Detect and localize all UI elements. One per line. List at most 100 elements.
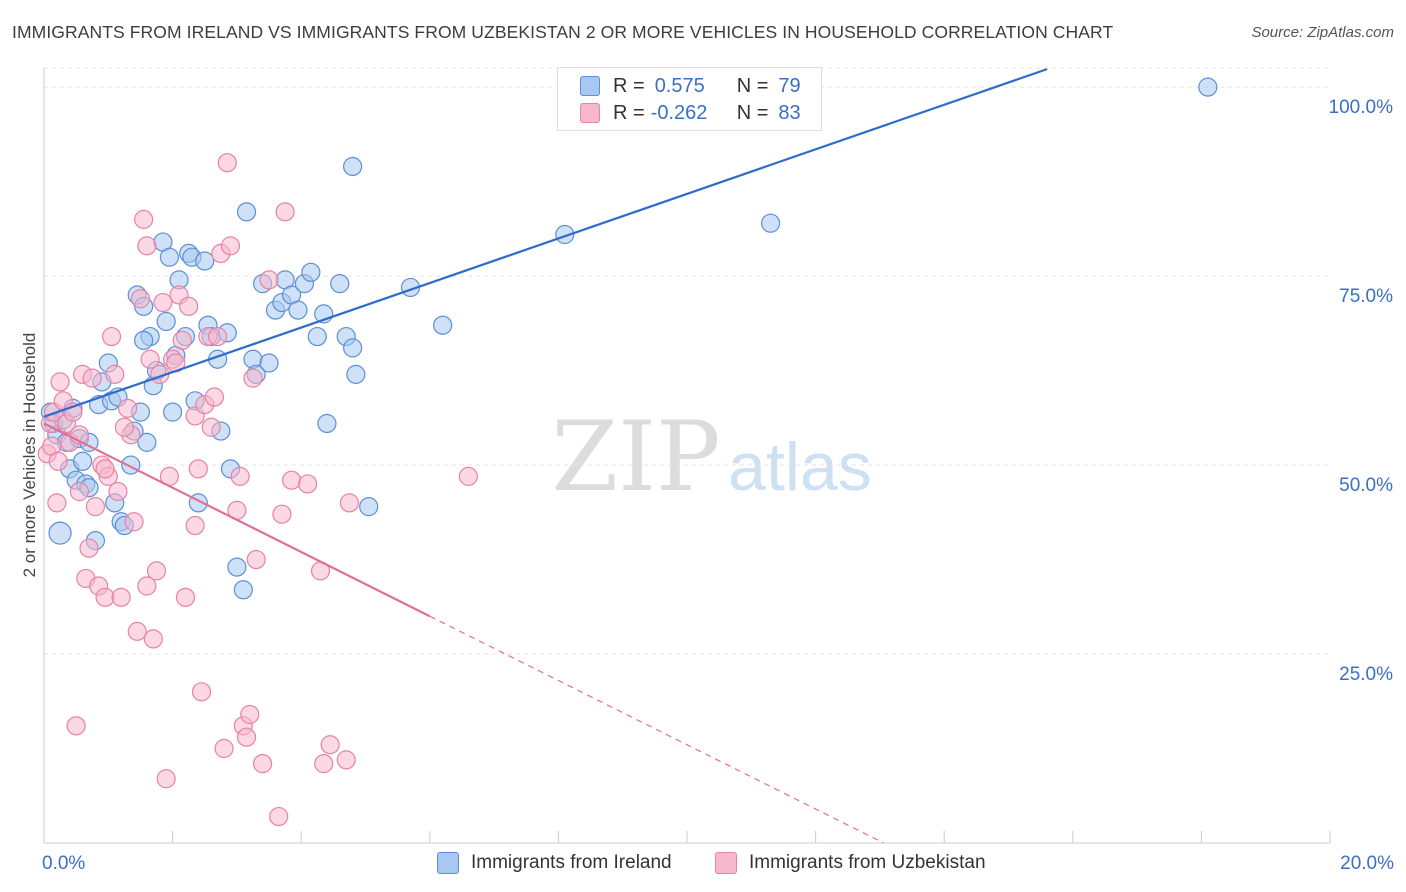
uzbekistan-point [172,330,192,350]
uzbekistan-point [217,153,237,173]
uzbekistan-point [179,296,199,316]
chart-title: IMMIGRANTS FROM IRELAND VS IMMIGRANTS FR… [12,22,1114,42]
ireland-point [433,315,453,335]
uzbekistan-point [95,587,115,607]
ireland-point [236,202,257,222]
uzbekistan-point [214,738,234,759]
ireland-point [343,156,363,177]
ireland-legend-label: Immigrants from Ireland [471,852,672,873]
uzbekistan-point [246,549,266,570]
uzbekistan-point [230,466,250,486]
uzbekistan-point [236,727,257,747]
uzbekistan-point [175,587,196,607]
uzbekistan-point [220,236,241,256]
y-tick-label: 25.0% [1339,664,1393,685]
uzbekistan-point [153,292,173,313]
uzbekistan-point [458,466,478,486]
ireland-point [227,557,247,577]
uzbekistan-point [269,806,289,827]
ireland-point [48,521,72,545]
uzbekistan-r-value: -0.262 [650,101,708,124]
uzbekistan-trend-line [43,422,431,618]
ireland-point [317,413,337,434]
ireland-point [259,353,279,373]
uzbekistan-point [191,682,212,702]
uzbekistan-point [69,481,89,502]
ireland-point [346,364,366,384]
ireland-point [555,224,575,245]
ireland-point [343,338,363,358]
uzbekistan-point [146,561,167,581]
ireland-swatch [580,76,600,96]
ireland-point [760,213,781,233]
y-tick-label: 50.0% [1339,475,1393,496]
uzbekistan-point [240,704,260,725]
series-legend: Immigrants from Ireland Immigrants from … [0,852,1406,878]
uzbekistan-point [140,349,160,369]
ireland-point [307,326,327,347]
uzbekistan-point [275,202,295,222]
uzbekistan-point [111,587,131,607]
uzbekistan-point [314,754,334,774]
uzbekistan-point [82,368,102,388]
uzbekistan-point [339,493,360,513]
watermark-atlas: atlas [728,429,872,505]
uzbekistan-point [117,398,138,418]
ireland-point [72,451,93,471]
uzbekistan-trend-extension [429,615,884,844]
uzbekistan-point [156,769,176,789]
ireland-point [121,455,141,475]
uzbekistan-swatch [580,103,600,123]
ireland-point [1198,77,1218,97]
uzbekistan-n-label: N = [736,101,769,124]
uzbekistan-point [336,750,356,770]
uzbekistan-point [137,576,157,596]
ireland-trend-line [43,68,1048,418]
uzbekistan-point [143,629,163,649]
uzbekistan-point [48,451,68,471]
uzbekistan-point [124,512,144,532]
ireland-point [134,330,154,350]
ireland-point [156,311,176,332]
uzbekistan-point [105,364,125,384]
uzbekistan-point [127,621,147,641]
uzbekistan-point [79,538,99,558]
uzbekistan-point [47,493,67,513]
uzbekistan-point [185,515,205,536]
uzbekistan-r-label: R = [613,101,645,124]
uzbekistan-point [114,417,134,437]
uzbekistan-point [95,459,115,479]
uzbekistan-point [204,387,224,407]
ireland-point [195,251,215,271]
ireland-r-label: R = [613,74,645,97]
uzbekistan-point [243,368,263,388]
ireland-point [233,580,253,600]
legend-item-uzbekistan: Immigrants from Uzbekistan [715,852,986,874]
uzbekistan-point [85,497,106,517]
ireland-n-label: N = [736,74,769,97]
uzbekistan-point [188,459,208,479]
x-tick-max: 20.0% [1340,853,1394,874]
uzbekistan-legend-swatch [715,852,737,874]
legend-item-ireland: Immigrants from Ireland [437,852,672,874]
ireland-point [137,432,157,452]
y-tick-label: 75.0% [1339,286,1393,307]
legend-row-uzbekistan: R = -0.262 N = 83 [580,101,801,125]
ireland-legend-swatch [437,852,459,874]
uzbekistan-point [201,417,221,437]
uzbekistan-point [208,326,228,347]
uzbekistan-point [66,716,86,736]
uzbekistan-point [137,236,157,256]
uzbekistan-point [272,504,292,524]
ireland-point [159,247,179,267]
ireland-point [359,497,379,517]
uzbekistan-point [134,209,154,229]
uzbekistan-point [259,270,279,290]
y-tick-label: 100.0% [1329,97,1394,118]
uzbekistan-legend-label: Immigrants from Uzbekistan [749,852,986,873]
ireland-point [163,402,183,422]
uzbekistan-point [108,481,128,502]
source-credit: Source: ZipAtlas.com [1251,24,1394,41]
uzbekistan-point [130,289,151,309]
